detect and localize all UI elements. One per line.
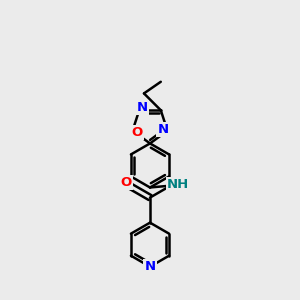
Text: O: O — [131, 126, 142, 139]
Text: N: N — [136, 101, 148, 114]
Text: N: N — [158, 123, 169, 136]
Text: NH: NH — [167, 178, 189, 191]
Text: O: O — [121, 176, 132, 189]
Text: N: N — [144, 260, 156, 273]
